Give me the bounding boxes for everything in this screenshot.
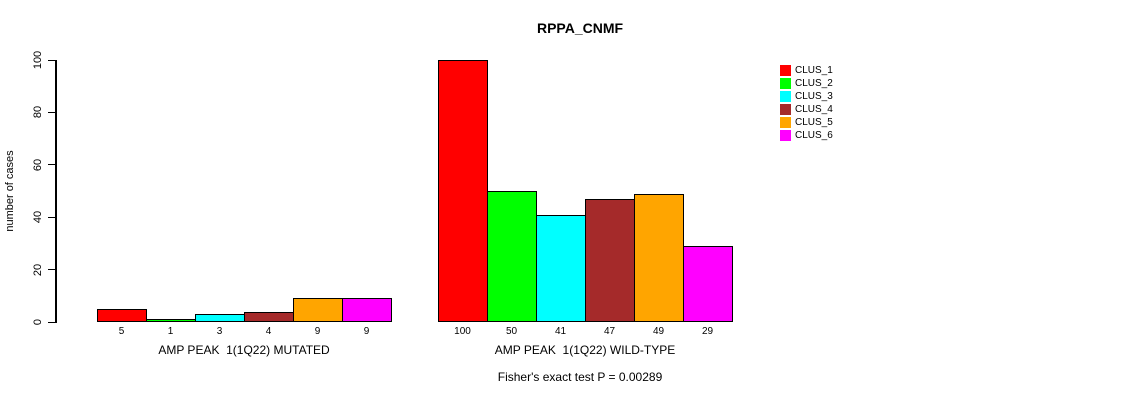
- y-tick-label: 60: [32, 158, 44, 171]
- legend-label: CLUS_5: [795, 117, 833, 128]
- bar-clus_6-group2: [683, 246, 733, 322]
- legend-swatch-icon: [780, 117, 791, 128]
- y-axis: [55, 60, 57, 323]
- legend-item-clus_1: CLUS_1: [780, 64, 833, 77]
- y-axis-label: number of cases: [4, 150, 16, 232]
- bar-clus_5-group2: [634, 194, 684, 322]
- legend-item-clus_5: CLUS_5: [780, 116, 833, 129]
- y-tick: [48, 216, 55, 218]
- bar-clus_5-group1: [293, 298, 343, 322]
- bar-value-label: 9: [314, 326, 321, 337]
- group-label-1: AMP PEAK 1(1Q22) MUTATED: [158, 343, 330, 357]
- bar-value-label: 9: [363, 326, 370, 337]
- legend-item-clus_6: CLUS_6: [780, 129, 833, 142]
- bar-value-label: 100: [454, 326, 471, 337]
- bar-clus_4-group1: [244, 312, 294, 322]
- legend-label: CLUS_6: [795, 130, 833, 141]
- bar-value-label: 5: [118, 326, 125, 337]
- legend-swatch-icon: [780, 65, 791, 76]
- legend-swatch-icon: [780, 91, 791, 102]
- legend-item-clus_2: CLUS_2: [780, 77, 833, 90]
- y-tick-label: 80: [32, 106, 44, 119]
- legend-label: CLUS_3: [795, 91, 833, 102]
- bar-value-label: 50: [505, 326, 518, 337]
- bar-value-label: 4: [265, 326, 272, 337]
- bar-value-label: 3: [216, 326, 223, 337]
- y-tick: [48, 269, 55, 271]
- legend-swatch-icon: [780, 130, 791, 141]
- legend: CLUS_1 CLUS_2 CLUS_3 CLUS_4 CLUS_5 CLUS_6: [780, 64, 833, 142]
- y-tick-label: 20: [32, 263, 44, 276]
- bar-clus_1-group1: [97, 309, 147, 322]
- legend-label: CLUS_1: [795, 65, 833, 76]
- bar-clus_2-group1: [146, 319, 196, 322]
- y-tick-label: 0: [32, 318, 44, 326]
- bar-value-label: 29: [701, 326, 714, 337]
- bar-clus_3-group1: [195, 314, 245, 322]
- bar-value-label: 1: [167, 326, 174, 337]
- y-tick: [48, 321, 55, 323]
- bar-clus_6-group1: [342, 298, 392, 322]
- bar-clus_2-group2: [487, 191, 537, 322]
- y-tick: [48, 111, 55, 113]
- bar-value-label: 41: [554, 326, 567, 337]
- legend-item-clus_4: CLUS_4: [780, 103, 833, 116]
- fisher-test-annotation: Fisher's exact test P = 0.00289: [497, 370, 663, 384]
- bar-value-label: 49: [652, 326, 665, 337]
- bar-clus_3-group2: [536, 215, 586, 322]
- legend-swatch-icon: [780, 78, 791, 89]
- y-tick: [48, 59, 55, 61]
- bar-clus_4-group2: [585, 199, 635, 322]
- legend-item-clus_3: CLUS_3: [780, 90, 833, 103]
- bar-clus_1-group2: [438, 60, 488, 322]
- legend-swatch-icon: [780, 104, 791, 115]
- y-tick: [48, 164, 55, 166]
- chart-title: RPPA_CNMF: [536, 20, 624, 36]
- group-label-2: AMP PEAK 1(1Q22) WILD-TYPE: [494, 343, 676, 357]
- legend-label: CLUS_2: [795, 78, 833, 89]
- legend-label: CLUS_4: [795, 104, 833, 115]
- bar-value-label: 47: [603, 326, 616, 337]
- y-tick-label: 100: [32, 50, 44, 70]
- y-tick-label: 40: [32, 211, 44, 224]
